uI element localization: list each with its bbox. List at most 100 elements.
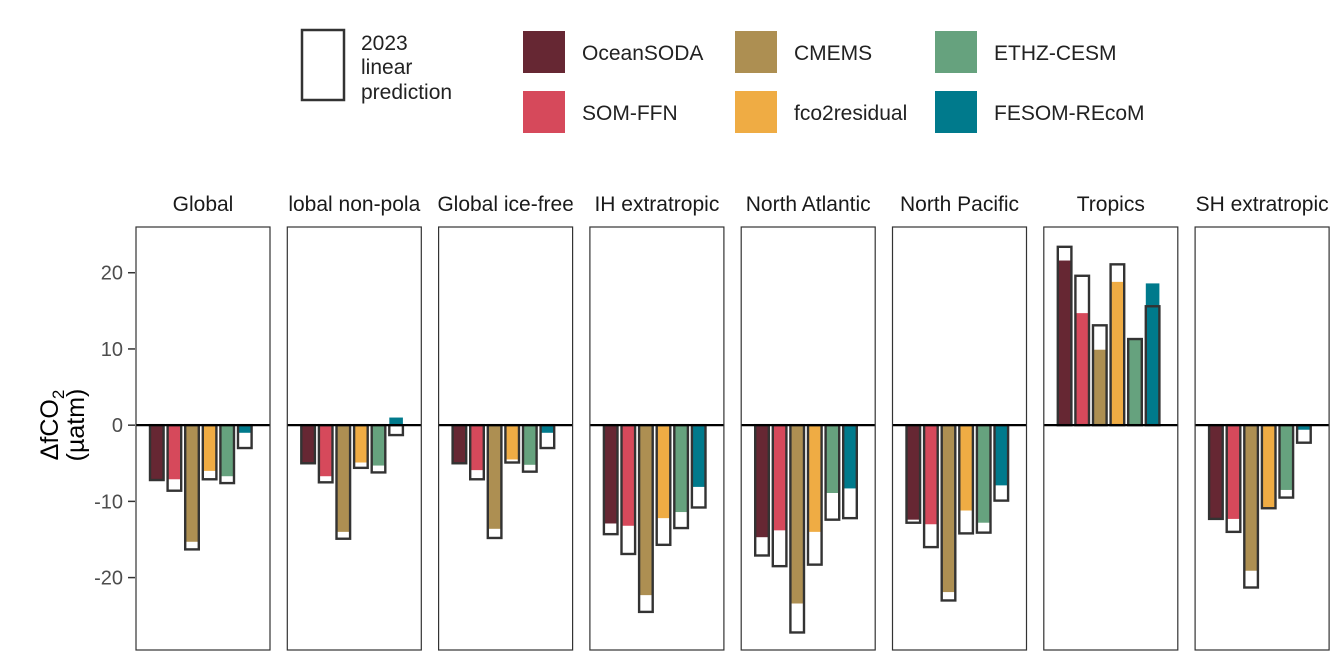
y-tick-label: 20 (101, 263, 123, 285)
legend-label-fesom-recom: FESOM-REcoM (994, 102, 1145, 125)
bar-som-ffn (1075, 313, 1089, 426)
bar-fco2residual (1110, 281, 1125, 426)
legend-outline-label-line1: 2023 (361, 32, 408, 55)
bar-fco2residual (505, 425, 519, 460)
bar-cmems (790, 425, 804, 604)
y-tick-label: 0 (112, 415, 123, 437)
bar-fesom-recom (994, 425, 1009, 486)
panel-title: SH extratropic (1196, 193, 1329, 216)
panel-border (740, 226, 876, 651)
legend-outline-label-line2: linear (361, 56, 412, 79)
bar-ethz-cesm (523, 425, 537, 465)
legend-outline-key (300, 28, 346, 102)
bar-som-ffn (621, 425, 636, 526)
facet-panels: Global lobal non-pola Global ice-free IH ex… (135, 193, 1330, 651)
bar-fco2residual (656, 425, 671, 519)
panel-title: IH extratropic (594, 193, 719, 216)
bar-oceansoda (301, 425, 315, 464)
y-tick-label: 10 (101, 339, 123, 361)
bar-som-ffn (470, 425, 484, 471)
bar-cmems (487, 425, 502, 529)
bar-cmems (336, 425, 351, 532)
y-axis-label-main: ΔfCO (36, 399, 64, 460)
bar-fesom-recom (691, 425, 706, 487)
panel-2: lobal non-pola (286, 193, 422, 651)
legend-swatch-oceansoda (523, 31, 565, 73)
bar-fco2residual (1261, 425, 1276, 509)
bar-oceansoda (1057, 260, 1072, 426)
panel-title: North Pacific (900, 193, 1019, 216)
panel-4: IH extratropic (589, 193, 725, 651)
bar-oceansoda (452, 425, 467, 464)
bar-fesom-recom (1145, 283, 1160, 426)
bar-ethz-cesm (674, 425, 688, 513)
panel-1: Global (135, 193, 271, 651)
legend-label-oceansoda: OceanSODA (582, 42, 703, 65)
bar-oceansoda (150, 425, 164, 481)
panel-title: Tropics (1077, 193, 1145, 216)
legend-swatch-som-ffn (523, 91, 565, 133)
panel-title: Global ice-free (437, 193, 574, 216)
bar-som-ffn (318, 425, 333, 477)
legend-swatch-fesom-recom (935, 91, 977, 133)
bar-fesom-recom (389, 417, 403, 426)
bar-ethz-cesm (825, 425, 840, 493)
bar-cmems (1093, 349, 1107, 426)
y-axis-title: ΔfCO2 (µatm) (36, 389, 90, 462)
panel-title: lobal non-pola (288, 193, 420, 216)
panel-title: North Atlantic (746, 193, 871, 216)
legend-swatch-cmems (735, 31, 777, 73)
panel-border (135, 226, 271, 651)
bar-oceansoda (1209, 425, 1223, 519)
bar-oceansoda (755, 425, 769, 538)
legend-swatch-fco2residual (735, 91, 777, 133)
panel-border (891, 226, 1028, 651)
legend-label-cmems: CMEMS (794, 42, 872, 65)
bar-som-ffn (772, 425, 787, 531)
bar-cmems (639, 425, 653, 596)
bar-som-ffn (1226, 425, 1241, 519)
y-axis-label-subscript: 2 (49, 390, 68, 399)
bar-fesom-recom (540, 425, 555, 433)
legend-series-items: OceanSODA SOM-FFN CMEMS fco2residual ETHZ-CE… (523, 31, 1145, 133)
panel-border (589, 226, 725, 651)
y-tick-label: -10 (94, 491, 123, 513)
panel-border (286, 226, 422, 651)
bar-cmems (1244, 425, 1258, 571)
bar-fco2residual (354, 425, 368, 463)
y-axis-label: ΔfCO2 (36, 390, 68, 461)
y-tick-label: -20 (94, 568, 123, 590)
panel-border (1194, 226, 1330, 651)
panel-border (1043, 226, 1179, 651)
panel-5: North Atlantic (740, 193, 876, 651)
bar-fesom-recom (238, 425, 252, 433)
bar-fesom-recom (1297, 425, 1311, 430)
legend-label-fco2residual: fco2residual (794, 102, 907, 125)
bar-cmems (185, 425, 199, 542)
bar-ethz-cesm (1279, 425, 1294, 490)
bar-ethz-cesm (371, 425, 386, 466)
y-axis-unit: (µatm) (62, 389, 90, 462)
bar-fesom-recom (843, 425, 857, 489)
legend-outline-label-line3: prediction (361, 81, 452, 104)
panel-title: Global (173, 193, 234, 216)
panel-3: Global ice-free (437, 193, 574, 651)
bar-fco2residual (808, 425, 822, 532)
legend-swatch-ethz-cesm (935, 31, 977, 73)
bar-fco2residual (959, 425, 973, 511)
bar-som-ffn (167, 425, 182, 480)
panel-border (438, 226, 574, 651)
bar-cmems (941, 425, 956, 593)
legend-label-som-ffn: SOM-FFN (582, 102, 678, 125)
bar-ethz-cesm (976, 425, 991, 523)
panel-6: North Pacific (891, 193, 1028, 651)
bar-som-ffn (924, 425, 938, 525)
panel-8: SH extratropic (1194, 193, 1330, 651)
legend: 2023 linear prediction OceanSODA SOM-FFN C… (300, 28, 1145, 133)
bar-ethz-cesm (220, 425, 234, 477)
bar-ethz-cesm (1128, 339, 1142, 426)
bar-oceansoda (906, 425, 921, 520)
bar-oceansoda (603, 425, 618, 524)
y-axis: 20 10 0 -10 -20 (94, 263, 135, 590)
